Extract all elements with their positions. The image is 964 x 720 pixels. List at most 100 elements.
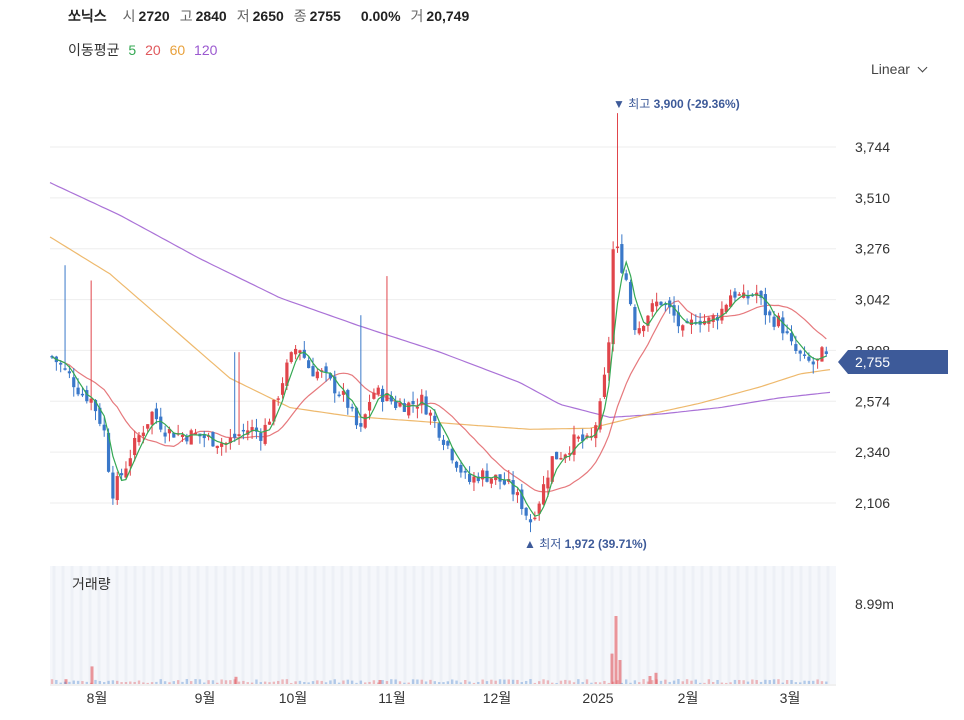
ma-5-label[interactable]: 5 [128, 42, 137, 58]
volume-tick-label: 8.99m [855, 596, 894, 612]
candle-body [794, 344, 798, 351]
candle-body [350, 406, 354, 409]
volume-bar [298, 680, 302, 684]
volume-bar [420, 679, 423, 684]
volume-bar [716, 679, 719, 684]
ma-60-label[interactable]: 60 [169, 42, 186, 58]
volume-bar [63, 681, 67, 684]
volume-bar [429, 679, 432, 684]
ma-120-label[interactable]: 120 [194, 42, 218, 58]
candle-body [63, 368, 67, 370]
x-tick-label: 3월 [780, 690, 801, 706]
candle-body [655, 301, 659, 307]
volume-bar [181, 681, 184, 684]
volume-bar [198, 679, 202, 684]
scale-value: Linear [871, 61, 910, 77]
high-label: 고 [179, 8, 193, 24]
volume-bar [472, 682, 476, 684]
candle-body [150, 411, 154, 425]
volume-bar [307, 682, 310, 684]
candle-body [541, 484, 546, 505]
volume-bar [98, 681, 102, 684]
volume-bar [812, 680, 815, 684]
volume-bar [598, 682, 602, 684]
candle-body [324, 366, 328, 373]
candle-body [298, 350, 302, 354]
volume-bar [703, 682, 706, 684]
candle-body [128, 458, 132, 467]
current-price-label: 2,755 [855, 354, 890, 370]
volume-bar [176, 680, 180, 684]
candle-body [163, 432, 167, 437]
volume-bar [520, 682, 523, 684]
volume-bar [511, 679, 515, 684]
ma120-line [49, 182, 831, 419]
volume-bar [764, 679, 767, 684]
candle-body [555, 451, 559, 460]
candle-body [359, 423, 363, 427]
volume-bar [494, 680, 497, 684]
volume-bar [94, 679, 97, 684]
candle-body [485, 470, 489, 482]
candle-body [346, 390, 350, 408]
volume-bar [733, 679, 737, 684]
volume-bar [394, 679, 397, 684]
y-tick-label: 3,042 [855, 292, 890, 308]
volume-bar [685, 679, 689, 684]
volume-bar [651, 680, 654, 684]
volume-bar [378, 680, 382, 684]
volume-bar [481, 679, 484, 684]
candle-body [241, 429, 245, 432]
candle-body [89, 398, 93, 403]
volume-bar [625, 679, 628, 684]
volume-bar [485, 681, 489, 684]
candle-body [159, 416, 163, 430]
candle-body [363, 414, 367, 428]
candle-body [546, 477, 550, 489]
moving-average-legend[interactable]: 이동평균 5 20 60 120 [68, 40, 222, 60]
volume-bar [89, 682, 93, 684]
candle-body [659, 301, 663, 305]
candle-body [237, 434, 241, 437]
volume-bar [364, 682, 367, 684]
volume-bar [490, 679, 493, 684]
candle-body [311, 366, 315, 377]
scale-dropdown[interactable]: Linear [871, 61, 928, 77]
volume-bar [437, 682, 441, 684]
candle-body [441, 439, 446, 445]
candle-body [193, 432, 198, 435]
candle-body [759, 291, 763, 298]
volume-bar [742, 680, 745, 684]
volume-bar [250, 682, 254, 684]
candle-body [141, 432, 145, 437]
candle-body [437, 423, 441, 438]
volume-bar [707, 679, 711, 684]
candle-body [185, 436, 189, 442]
volume-bar [629, 682, 632, 684]
candle-body [337, 394, 341, 397]
volume-bar [746, 681, 750, 684]
candle-body [394, 401, 398, 408]
candle-body [824, 351, 828, 354]
volume-bar [246, 682, 249, 684]
candle-body [354, 407, 359, 426]
volume-bar [85, 681, 88, 684]
ma-20-label[interactable]: 20 [145, 42, 161, 58]
volume-bar [124, 682, 128, 684]
candle-body [568, 453, 572, 455]
candle-body [502, 479, 506, 485]
candle-body [520, 489, 524, 510]
candle-body [233, 433, 237, 438]
volume-bar [72, 680, 75, 684]
volume-bar [559, 680, 563, 684]
volume-bar [642, 679, 645, 684]
volume-bar [668, 681, 671, 684]
volume-bar [799, 682, 802, 684]
volume-bar [172, 681, 175, 684]
candle-body [607, 342, 611, 373]
volume-bar [237, 681, 241, 684]
candle-body [624, 273, 628, 280]
candle-body [472, 476, 476, 483]
candle-body [289, 352, 293, 362]
